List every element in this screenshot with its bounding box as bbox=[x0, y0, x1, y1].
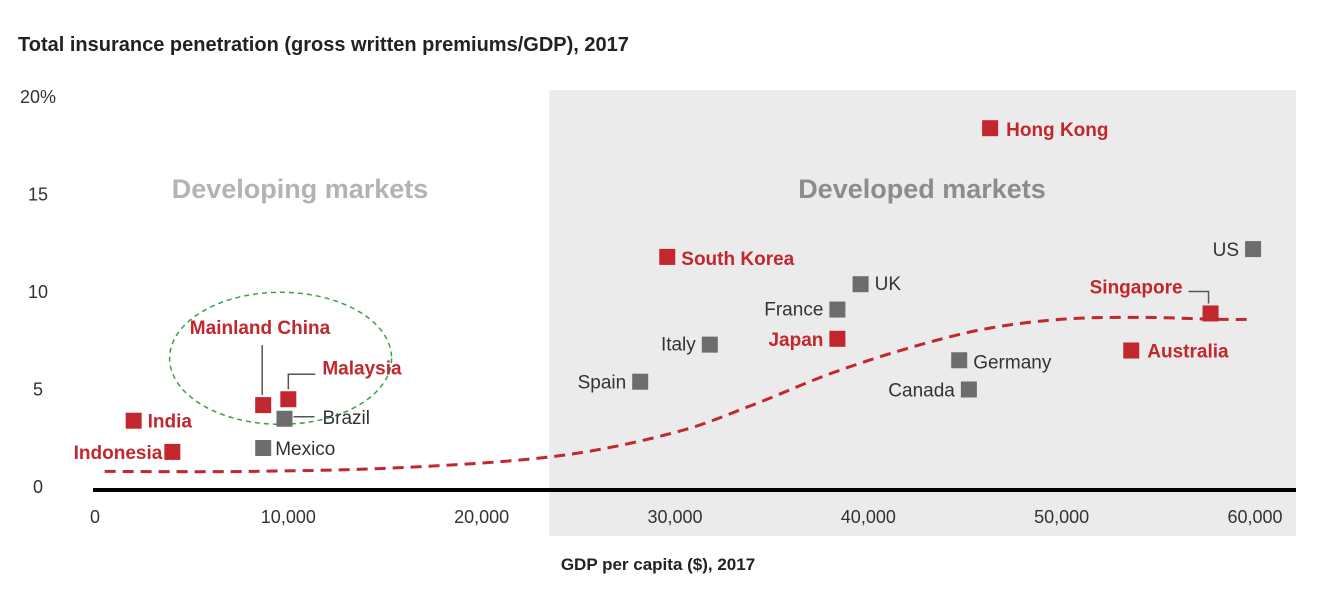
developed-markets-label: Developed markets bbox=[798, 174, 1046, 204]
point-singapore bbox=[1202, 305, 1219, 322]
point-india bbox=[125, 412, 142, 429]
point-canada bbox=[960, 381, 977, 398]
y-axis: 0 5 10 15 20% bbox=[20, 87, 56, 497]
point-indonesia bbox=[164, 443, 181, 460]
point-mexico bbox=[255, 440, 272, 456]
leader-malaysia bbox=[287, 373, 316, 390]
label-south-korea: South Korea bbox=[681, 249, 794, 270]
developing-markets-label: Developing markets bbox=[172, 174, 429, 204]
point-brazil bbox=[276, 410, 293, 427]
y-tick-label: 15 bbox=[28, 185, 48, 205]
label-us: US bbox=[1213, 240, 1239, 261]
y-tick-label: 20% bbox=[20, 87, 56, 107]
point-germany bbox=[951, 352, 968, 369]
point-australia bbox=[1123, 342, 1140, 359]
label-australia: Australia bbox=[1147, 342, 1229, 363]
x-tick-label: 20,000 bbox=[454, 507, 509, 527]
label-france: France bbox=[764, 300, 823, 321]
x-tick-label: 40,000 bbox=[841, 507, 896, 527]
label-indonesia: Indonesia bbox=[74, 443, 163, 464]
chart-title: Total insurance penetration (gross writt… bbox=[18, 34, 629, 56]
label-brazil: Brazil bbox=[322, 408, 370, 429]
point-mainland-china bbox=[255, 397, 272, 414]
label-hong-kong: Hong Kong bbox=[1006, 120, 1108, 141]
y-tick-label: 0 bbox=[33, 477, 43, 497]
data-points: Indonesia India Mexico Brazil Mainland China… bbox=[74, 120, 1262, 464]
label-mainland-china: Mainland China bbox=[190, 318, 331, 339]
point-uk bbox=[852, 276, 869, 293]
label-uk: UK bbox=[875, 274, 902, 295]
label-india: India bbox=[148, 412, 193, 433]
label-japan: Japan bbox=[768, 330, 823, 351]
y-tick-label: 5 bbox=[33, 380, 43, 400]
leader-singapore bbox=[1188, 290, 1210, 304]
x-tick-label: 60,000 bbox=[1227, 507, 1282, 527]
trend-line bbox=[104, 315, 1252, 474]
x-tick-label: 30,000 bbox=[647, 507, 702, 527]
x-tick-label: 50,000 bbox=[1034, 507, 1089, 527]
developed-markets-region bbox=[549, 90, 1296, 536]
point-italy bbox=[701, 336, 718, 353]
point-japan bbox=[829, 330, 846, 347]
label-italy: Italy bbox=[661, 335, 696, 356]
label-canada: Canada bbox=[888, 381, 955, 402]
label-malaysia: Malaysia bbox=[322, 358, 402, 379]
point-malaysia bbox=[280, 391, 297, 408]
label-mexico: Mexico bbox=[275, 439, 335, 460]
point-hong-kong bbox=[982, 120, 999, 137]
label-germany: Germany bbox=[973, 352, 1052, 373]
x-axis-label: GDP per capita ($), 2017 bbox=[561, 555, 755, 574]
y-tick-label: 10 bbox=[28, 282, 48, 302]
highlight-circle bbox=[168, 291, 393, 426]
point-spain bbox=[632, 373, 649, 390]
x-tick-label: 10,000 bbox=[261, 507, 316, 527]
label-leader-lines bbox=[261, 290, 1210, 418]
point-south-korea bbox=[659, 248, 676, 265]
x-tick-label: 0 bbox=[90, 507, 100, 527]
point-france bbox=[829, 301, 846, 318]
x-axis: 0 10,000 20,000 30,000 40,000 50,000 60,000 bbox=[90, 507, 1283, 527]
label-spain: Spain bbox=[578, 373, 627, 394]
point-us bbox=[1245, 241, 1262, 258]
label-singapore: Singapore bbox=[1090, 277, 1183, 298]
